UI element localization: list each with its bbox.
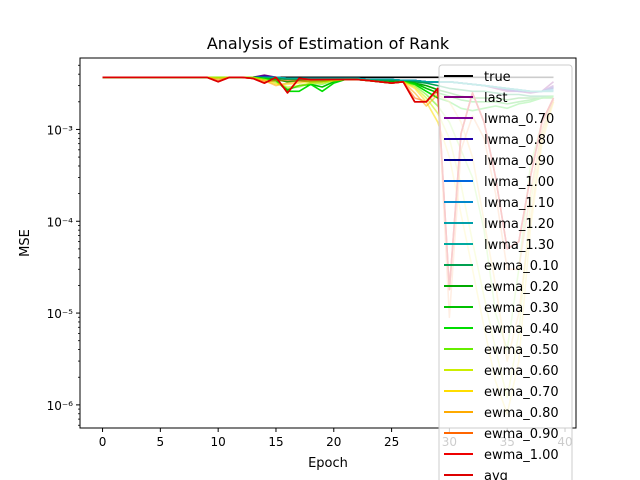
x-tick-label: 0 (99, 435, 107, 449)
legend-box (438, 64, 573, 480)
x-tick-label: 10 (211, 435, 226, 449)
legend-label: ewma_0.20 (484, 280, 559, 295)
legend-label: ewma_0.90 (484, 427, 559, 442)
y-axis-label: MSE (18, 229, 33, 257)
y-axis-ticks: 10⁻⁶ 10⁻⁵ 10⁻⁴ 10⁻³ (47, 64, 80, 426)
legend-label: lwma_1.30 (484, 238, 554, 253)
plot-frame (79, 57, 577, 429)
legend-label: lwma_1.00 (484, 175, 554, 190)
x-axis-label: Epoch (308, 456, 348, 471)
legend-label: lwma_1.20 (484, 217, 554, 232)
legend-label: lwma_1.10 (484, 196, 554, 211)
x-tick-label: 5 (157, 435, 165, 449)
legend-label: ewma_0.40 (484, 322, 559, 337)
legend-label: lwma_0.90 (484, 154, 554, 169)
x-tick-label: 15 (268, 435, 283, 449)
y-tick-label: 10⁻⁴ (47, 215, 74, 229)
legend-label: avg (484, 469, 508, 480)
legend: true last lwma_0.70 lwma_0.80 lwma_0.90 lwma_… (438, 64, 573, 480)
legend-label: last (484, 91, 507, 106)
legend-label: lwma_0.80 (484, 133, 554, 148)
x-tick-label: 25 (384, 435, 399, 449)
legend-label: ewma_0.70 (484, 385, 559, 400)
legend-label: lwma_0.70 (484, 112, 554, 127)
x-tick-label: 20 (326, 435, 341, 449)
legend-label: ewma_0.10 (484, 259, 559, 274)
legend-label: ewma_0.30 (484, 301, 559, 316)
legend-label: ewma_0.80 (484, 406, 559, 421)
y-tick-label: 10⁻³ (47, 123, 74, 137)
y-tick-label: 10⁻⁵ (47, 307, 74, 321)
y-tick-label: 10⁻⁶ (47, 399, 74, 413)
legend-label: ewma_0.50 (484, 343, 559, 358)
legend-label: true (484, 70, 511, 85)
chart-title: Analysis of Estimation of Rank (207, 34, 450, 53)
legend-label: ewma_1.00 (484, 448, 559, 463)
legend-label: ewma_0.60 (484, 364, 559, 379)
